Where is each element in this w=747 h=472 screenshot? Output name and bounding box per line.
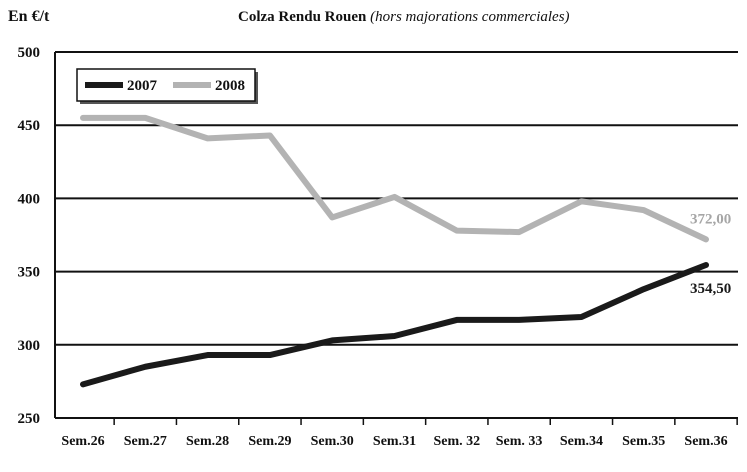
x-tick-label: Sem.31 [373,434,416,449]
x-tick-label: Sem. 32 [433,434,480,449]
y-tick-label: 250 [18,411,41,427]
x-tick-label: Sem.36 [684,434,727,449]
x-tick-label: Sem.27 [124,434,167,449]
x-tick-label: Sem.34 [560,434,603,449]
y-tick-label: 450 [18,118,41,134]
series-line-2007 [80,262,709,388]
legend-label-2008: 2008 [215,78,245,94]
x-tick-label: Sem.26 [61,434,104,449]
chart-title: Colza Rendu Rouen (hors majorations comm… [238,9,570,26]
chart-subtitle: (hors majorations commerciales) [370,9,570,25]
series-line-2008 [80,114,709,243]
axes [54,52,738,425]
x-tick-label: Sem.35 [622,434,665,449]
gridlines [55,51,738,346]
end-value-label-2008: 372,00 [690,211,731,227]
y-tick-label: 400 [18,191,41,207]
y-axis-unit-label: En €/t [8,8,50,25]
end-value-label-2007: 354,50 [690,281,731,297]
y-tick-label: 350 [18,265,41,281]
x-tick-label: Sem.30 [311,434,354,449]
x-tick-label: Sem.29 [248,434,291,449]
y-tick-label: 300 [18,338,41,354]
series-lines [80,114,709,388]
x-tick-label: Sem.28 [186,434,229,449]
chart-header: En €/t Colza Rendu Rouen (hors majoratio… [0,0,747,40]
legend-label-2007: 2007 [127,78,158,94]
x-tick-labels: Sem.26 Sem.27 Sem.28 Sem.29 Sem.30 Sem.31 Sem.… [61,434,727,449]
chart-title-main: Colza Rendu Rouen [238,9,367,25]
y-tick-labels: 250 300 350 400 450 500 [18,45,41,427]
end-value-labels: 354,50 372,00 [690,211,731,297]
y-tick-label: 500 [18,45,41,61]
x-tick-label: Sem. 33 [496,434,543,449]
legend: 2007 2008 [76,68,258,104]
